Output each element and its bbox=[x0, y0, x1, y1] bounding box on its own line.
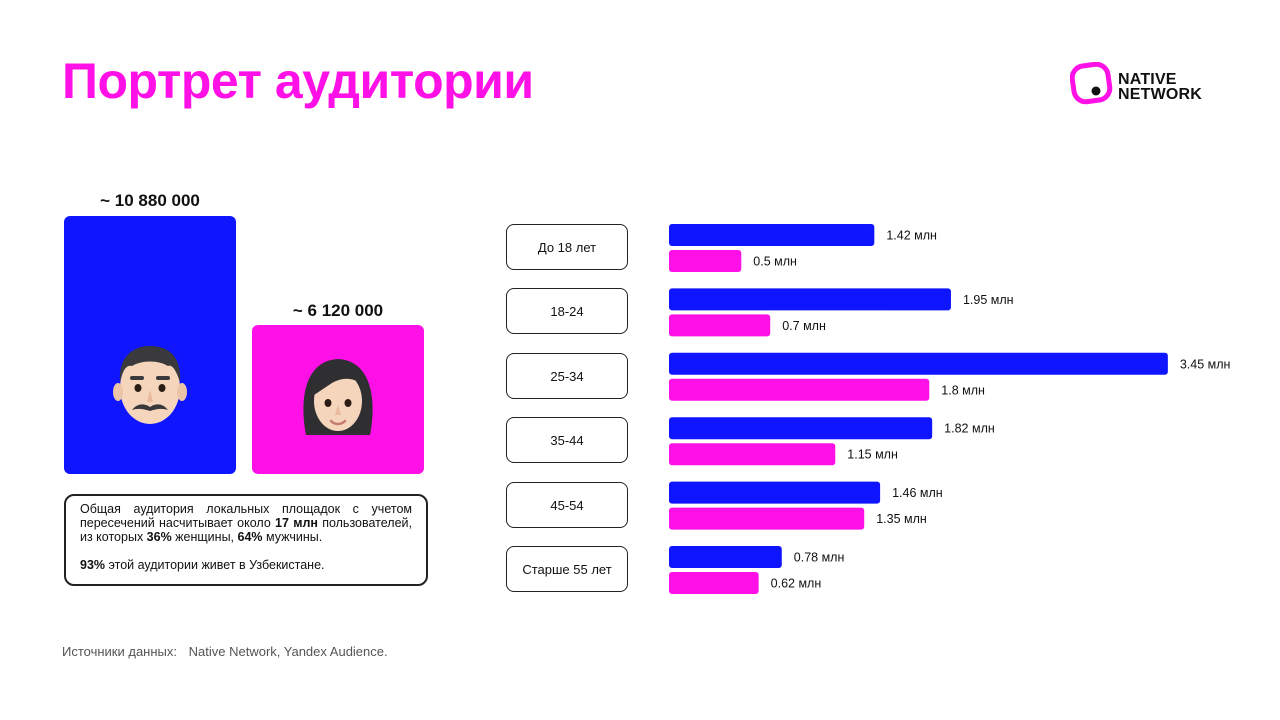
logo-line-1: NATIVE bbox=[1118, 71, 1177, 88]
female-age-bar-2 bbox=[669, 378, 930, 401]
male-age-bar-4 bbox=[669, 481, 881, 504]
geo-text: этой аудитории живет в Узбекистане. bbox=[105, 558, 325, 572]
female-age-bar-0 bbox=[669, 250, 742, 272]
male-age-bar-2 bbox=[669, 352, 1168, 375]
age-label-over-55: Старше 55 лет bbox=[506, 546, 628, 592]
summary-female-share: 36% bbox=[146, 530, 172, 544]
male-age-value-5: 0.78 млн bbox=[794, 551, 845, 565]
male-age-value-4: 1.46 млн bbox=[892, 486, 943, 500]
logo-mark-icon bbox=[1070, 62, 1113, 105]
geo-share: 93% bbox=[80, 558, 106, 572]
data-source: Источники данных: Native Network, Yandex… bbox=[62, 644, 388, 659]
age-label-35-44: 35-44 bbox=[506, 417, 628, 463]
woman-emoji-icon bbox=[303, 359, 373, 435]
female-age-value-0: 0.5 млн bbox=[753, 255, 797, 269]
male-age-bar-5 bbox=[669, 546, 782, 568]
male-age-bar-1 bbox=[669, 288, 951, 311]
male-age-value-1: 1.95 млн bbox=[963, 293, 1014, 307]
male-age-value-0: 1.42 млн bbox=[886, 229, 937, 243]
male-bar bbox=[64, 216, 236, 474]
male-age-value-3: 1.82 млн bbox=[944, 422, 995, 436]
female-age-value-5: 0.62 млн bbox=[771, 577, 822, 591]
male-age-bar-3 bbox=[669, 417, 933, 440]
female-age-bar-3 bbox=[669, 443, 836, 466]
summary-text: мужчины. bbox=[262, 530, 323, 544]
female-age-value-1: 0.7 млн bbox=[782, 319, 826, 333]
age-label-25-34: 25-34 bbox=[506, 353, 628, 399]
logo-line-2: NETWORK bbox=[1118, 86, 1203, 103]
summary-text: Общая аудитория локальных площадок с уче… bbox=[80, 502, 412, 530]
female-bar bbox=[252, 325, 424, 474]
summary-text: пользователей, из которых bbox=[80, 516, 412, 544]
source-value: Native Network, Yandex Audience. bbox=[188, 644, 388, 659]
audience-summary-box: Общая аудитория локальных площадок с уче… bbox=[64, 494, 428, 586]
summary-total: 17 млн bbox=[275, 516, 318, 530]
female-age-bar-5 bbox=[669, 572, 759, 594]
native-network-logo: NATIVE NETWORK bbox=[1070, 62, 1230, 108]
geo-paragraph: 93% этой аудитории живет в Узбекистане. bbox=[80, 558, 412, 572]
male-count: ~ 10 880 000 bbox=[100, 191, 200, 210]
man-emoji-icon bbox=[113, 346, 187, 424]
female-age-bar-1 bbox=[669, 314, 771, 337]
page-title: Портрет аудитории bbox=[62, 53, 534, 109]
female-age-value-4: 1.35 млн bbox=[876, 512, 927, 526]
female-count: ~ 6 120 000 bbox=[292, 301, 384, 320]
age-label-45-54: 45-54 bbox=[506, 482, 628, 528]
male-age-value-2: 3.45 млн bbox=[1180, 357, 1231, 371]
female-age-value-3: 1.15 млн bbox=[847, 448, 898, 462]
female-age-bar-4 bbox=[669, 507, 865, 530]
logo-text: NATIVE NETWORK bbox=[1118, 71, 1203, 103]
male-age-bar-0 bbox=[669, 224, 875, 246]
summary-paragraph: Общая аудитория локальных площадок с уче… bbox=[80, 502, 412, 544]
summary-text: женщины, bbox=[171, 530, 238, 544]
summary-male-share: 64% bbox=[237, 530, 263, 544]
age-label-18-24: 18-24 bbox=[506, 288, 628, 334]
source-label: Источники данных: bbox=[62, 644, 178, 659]
age-label-under-18: До 18 лет bbox=[506, 224, 628, 270]
female-age-value-2: 1.8 млн bbox=[941, 383, 985, 397]
